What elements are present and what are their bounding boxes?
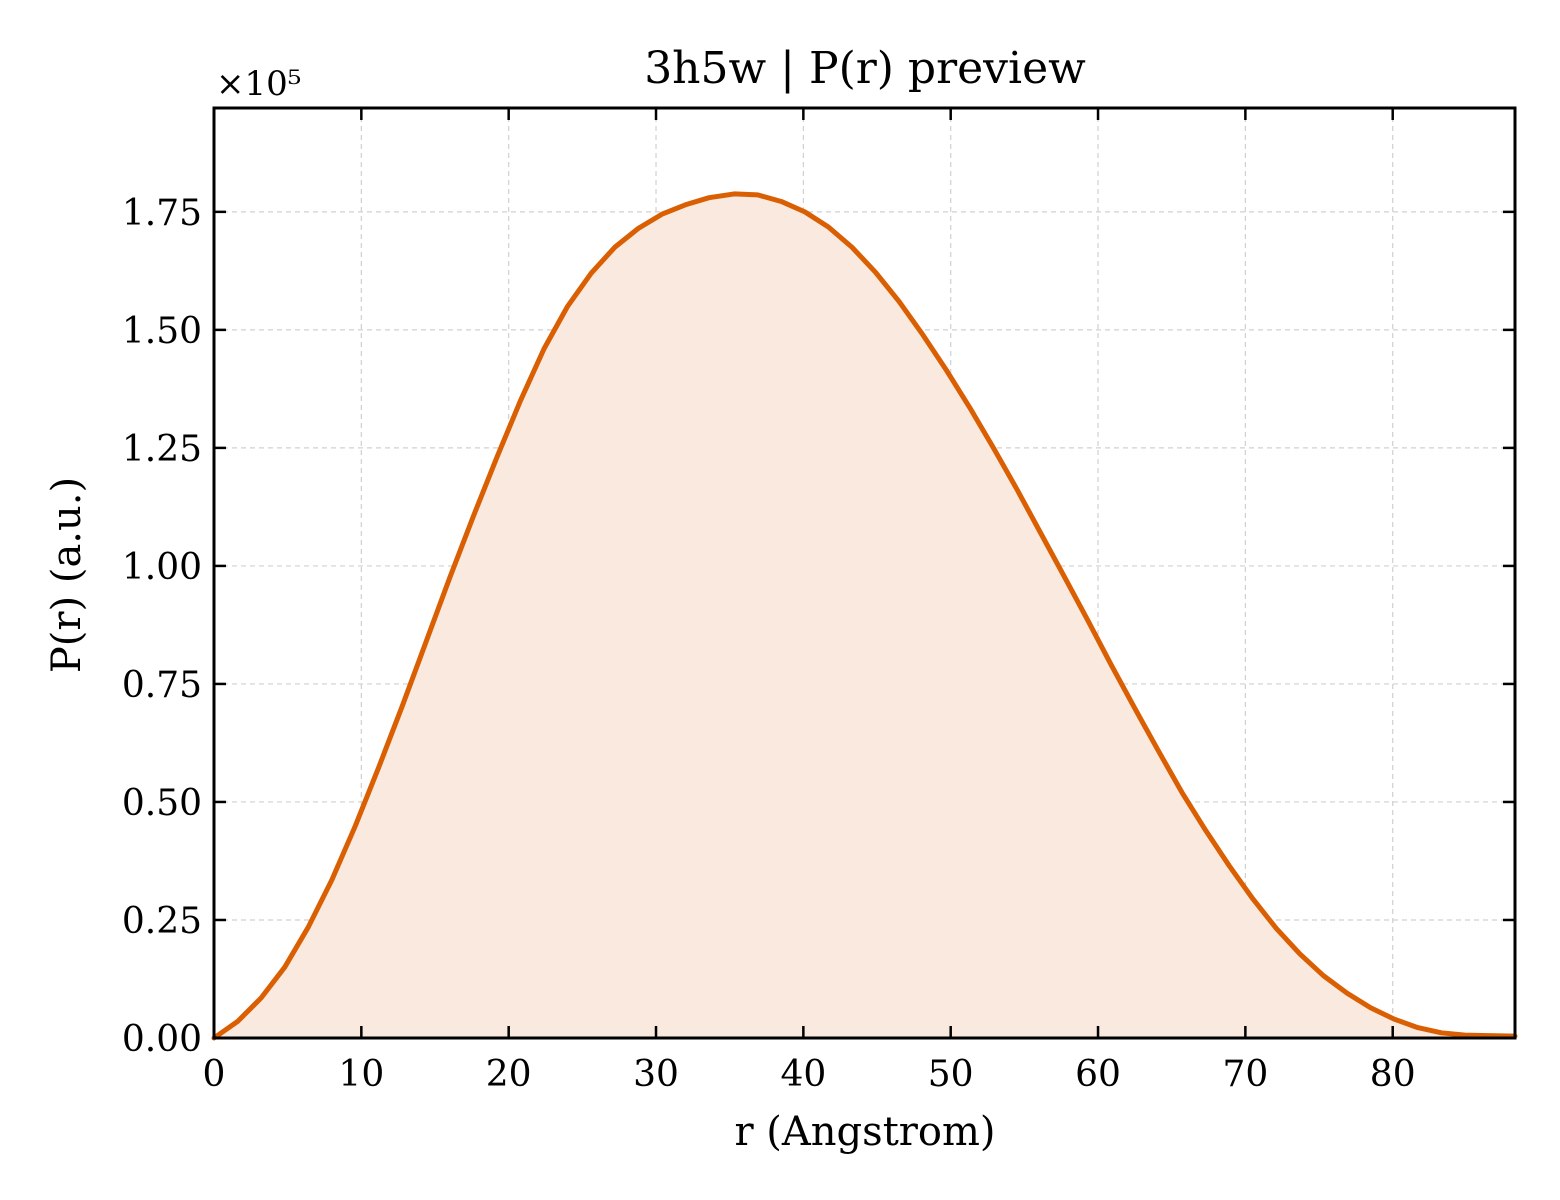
x-tick-label: 30 [633, 1054, 679, 1095]
data-layer [211, 191, 1518, 1041]
y-tick-label: 1.75 [122, 193, 202, 234]
x-tick-label: 80 [1370, 1054, 1416, 1095]
x-tick-label: 20 [486, 1054, 532, 1095]
y-scale-note: ×10⁵ [216, 64, 301, 104]
x-tick-label: 70 [1222, 1054, 1268, 1095]
x-tick-label: 0 [203, 1054, 226, 1095]
y-axis-label: P(r) (a.u.) [44, 477, 90, 673]
y-tick-label: 1.50 [122, 311, 202, 352]
y-tick-label: 0.75 [122, 665, 202, 706]
x-tick-label: 60 [1075, 1054, 1121, 1095]
chart-title: 3h5w | P(r) preview [644, 43, 1086, 94]
y-tick-label: 0.00 [122, 1019, 202, 1060]
ticks: 0 10 20 30 40 50 60 70 80 0.00 0.25 0.50 0.75 1.00 1.2… [122, 108, 1515, 1095]
y-tick-label: 1.25 [122, 429, 202, 470]
y-tick-label: 1.00 [122, 547, 202, 588]
plot-frame [212, 106, 1517, 1040]
x-axis-label: r (Angstrom) [734, 1109, 995, 1155]
x-tick-label: 10 [338, 1054, 384, 1095]
x-tick-label: 50 [928, 1054, 974, 1095]
y-tick-label: 0.25 [122, 901, 202, 942]
y-tick-label: 0.50 [122, 783, 202, 824]
series-line [211, 191, 1518, 1041]
x-tick-label: 40 [780, 1054, 826, 1095]
series-fill [214, 193, 1515, 1039]
